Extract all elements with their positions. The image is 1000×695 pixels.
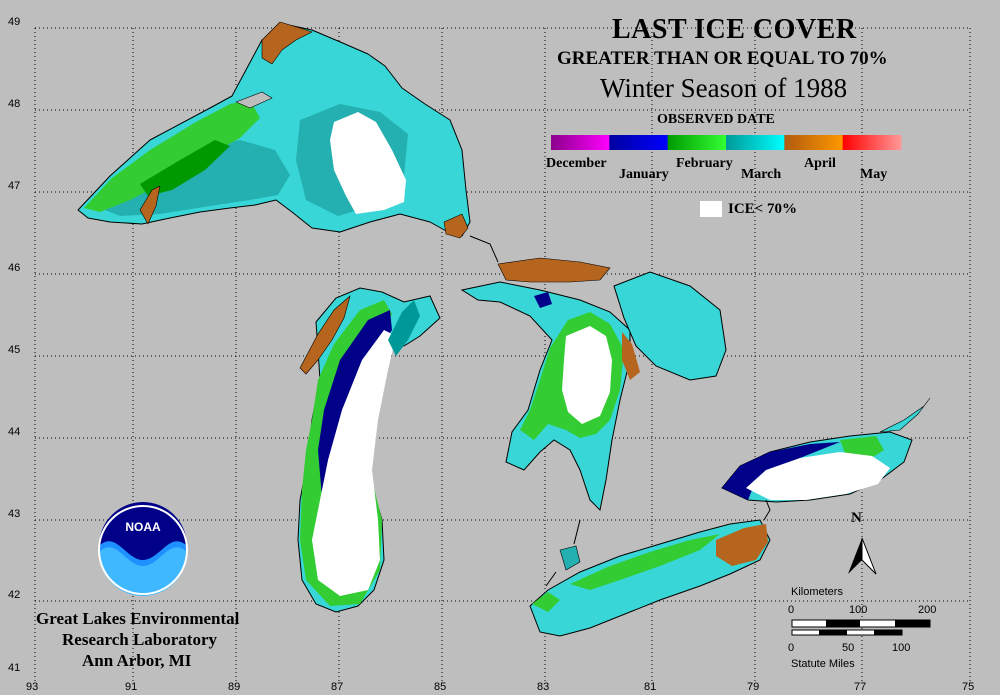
lat-label: 46: [8, 262, 21, 274]
lake-huron-ice-lt70: [562, 326, 612, 424]
scale-mi-tick: 100: [892, 642, 911, 654]
lake-erie-feb-ice: [570, 534, 720, 590]
lat-label: 47: [8, 180, 21, 192]
legend-color-bar: [551, 135, 902, 150]
legend-swatch-march: [726, 135, 785, 150]
lon-label: 89: [228, 681, 241, 693]
legend-label-december: December: [546, 156, 607, 171]
lake-erie-feb-west: [532, 592, 560, 612]
lake-superior-april-east: [443, 213, 469, 239]
lake-st-clair: [559, 545, 581, 571]
lake-ontario-ice-lt70: [746, 452, 890, 500]
ice-legend-label: ICE< 70%: [728, 201, 797, 217]
lat-label: 49: [8, 16, 21, 28]
org-line1: Great Lakes Environmental: [36, 609, 240, 628]
lake-superior-april-west: [139, 185, 161, 225]
lat-label: 42: [8, 589, 21, 601]
legend-label-may: May: [860, 167, 888, 182]
north-arrow: [848, 537, 877, 575]
north-channel-april: [497, 257, 611, 283]
legend-label-january: January: [619, 167, 669, 182]
st-lawrence-ice: [879, 397, 931, 433]
scale-mi-tick: 50: [842, 642, 855, 654]
lake-huron-jan-ice: [534, 292, 552, 308]
noaa-logo: NOAA: [98, 502, 188, 596]
lake-huron: [460, 257, 727, 512]
legend-swatch-february: [667, 135, 727, 150]
lat-label: 43: [8, 508, 21, 520]
lat-label: 48: [8, 98, 21, 110]
lon-label: 75: [962, 681, 975, 693]
isle-royale: [235, 91, 273, 109]
legend-label-march: March: [741, 167, 782, 182]
map-season: Winter Season of 1988: [600, 73, 848, 103]
scale-km-tick: 100: [849, 604, 868, 616]
lon-label: 93: [26, 681, 39, 693]
legend-label-february: February: [676, 156, 733, 171]
lon-label: 87: [331, 681, 344, 693]
scale-km-tick: 0: [788, 604, 795, 616]
scale-km-tick: 200: [918, 604, 937, 616]
legend-swatch-april: [784, 135, 844, 150]
legend-swatch-december: [551, 135, 610, 150]
lake-superior: [77, 21, 471, 239]
scale-mi-tick: 0: [788, 642, 795, 654]
legend-label-april: April: [804, 156, 836, 171]
lake-superior-feb-dark: [140, 140, 230, 196]
lake-erie-april-ice: [716, 524, 768, 566]
lat-label: 41: [8, 662, 21, 674]
green-bay: [388, 300, 420, 356]
lon-label: 83: [537, 681, 550, 693]
lon-label: 81: [644, 681, 657, 693]
lat-label: 44: [8, 426, 21, 438]
legend-swatch-may: [842, 135, 902, 150]
lake-michigan: [297, 287, 441, 613]
scale-bars: [791, 619, 931, 636]
lon-label: 85: [434, 681, 447, 693]
lake-superior-ice-lt70: [330, 112, 406, 214]
org-line3: Ann Arbor, MI: [82, 651, 192, 670]
ice-legend-swatch: [700, 201, 722, 217]
north-label: N: [851, 510, 862, 526]
lake-michigan-april-ice: [299, 295, 351, 375]
org-line2: Research Laboratory: [62, 630, 218, 649]
map-title: LAST ICE COVER: [612, 14, 857, 45]
lon-label: 91: [125, 681, 138, 693]
lake-michigan-ice-lt70: [312, 330, 396, 596]
lake-ontario: [721, 397, 931, 503]
georgian-bay: [613, 271, 727, 381]
lon-label: 77: [854, 681, 867, 693]
legend-swatch-january: [609, 135, 669, 150]
lake-erie-march-ice: [529, 519, 771, 637]
lake-erie: [529, 519, 771, 637]
scale-km-label: Kilometers: [791, 586, 843, 598]
lake-superior-march-dark: [95, 140, 290, 216]
map-subtitle: GREATER THAN OR EQUAL TO 70%: [557, 48, 888, 69]
scale-mi-label: Statute Miles: [791, 658, 855, 670]
lake-superior-april-north: [261, 21, 313, 65]
lake-superior-feb-ice: [84, 100, 260, 212]
lake-huron-april-east: [622, 332, 640, 380]
connecting-rivers: [469, 235, 771, 587]
lat-label: 45: [8, 344, 21, 356]
lon-label: 79: [747, 681, 760, 693]
legend-heading: OBSERVED DATE: [657, 112, 775, 127]
noaa-logo-text: NOAA: [125, 520, 161, 534]
